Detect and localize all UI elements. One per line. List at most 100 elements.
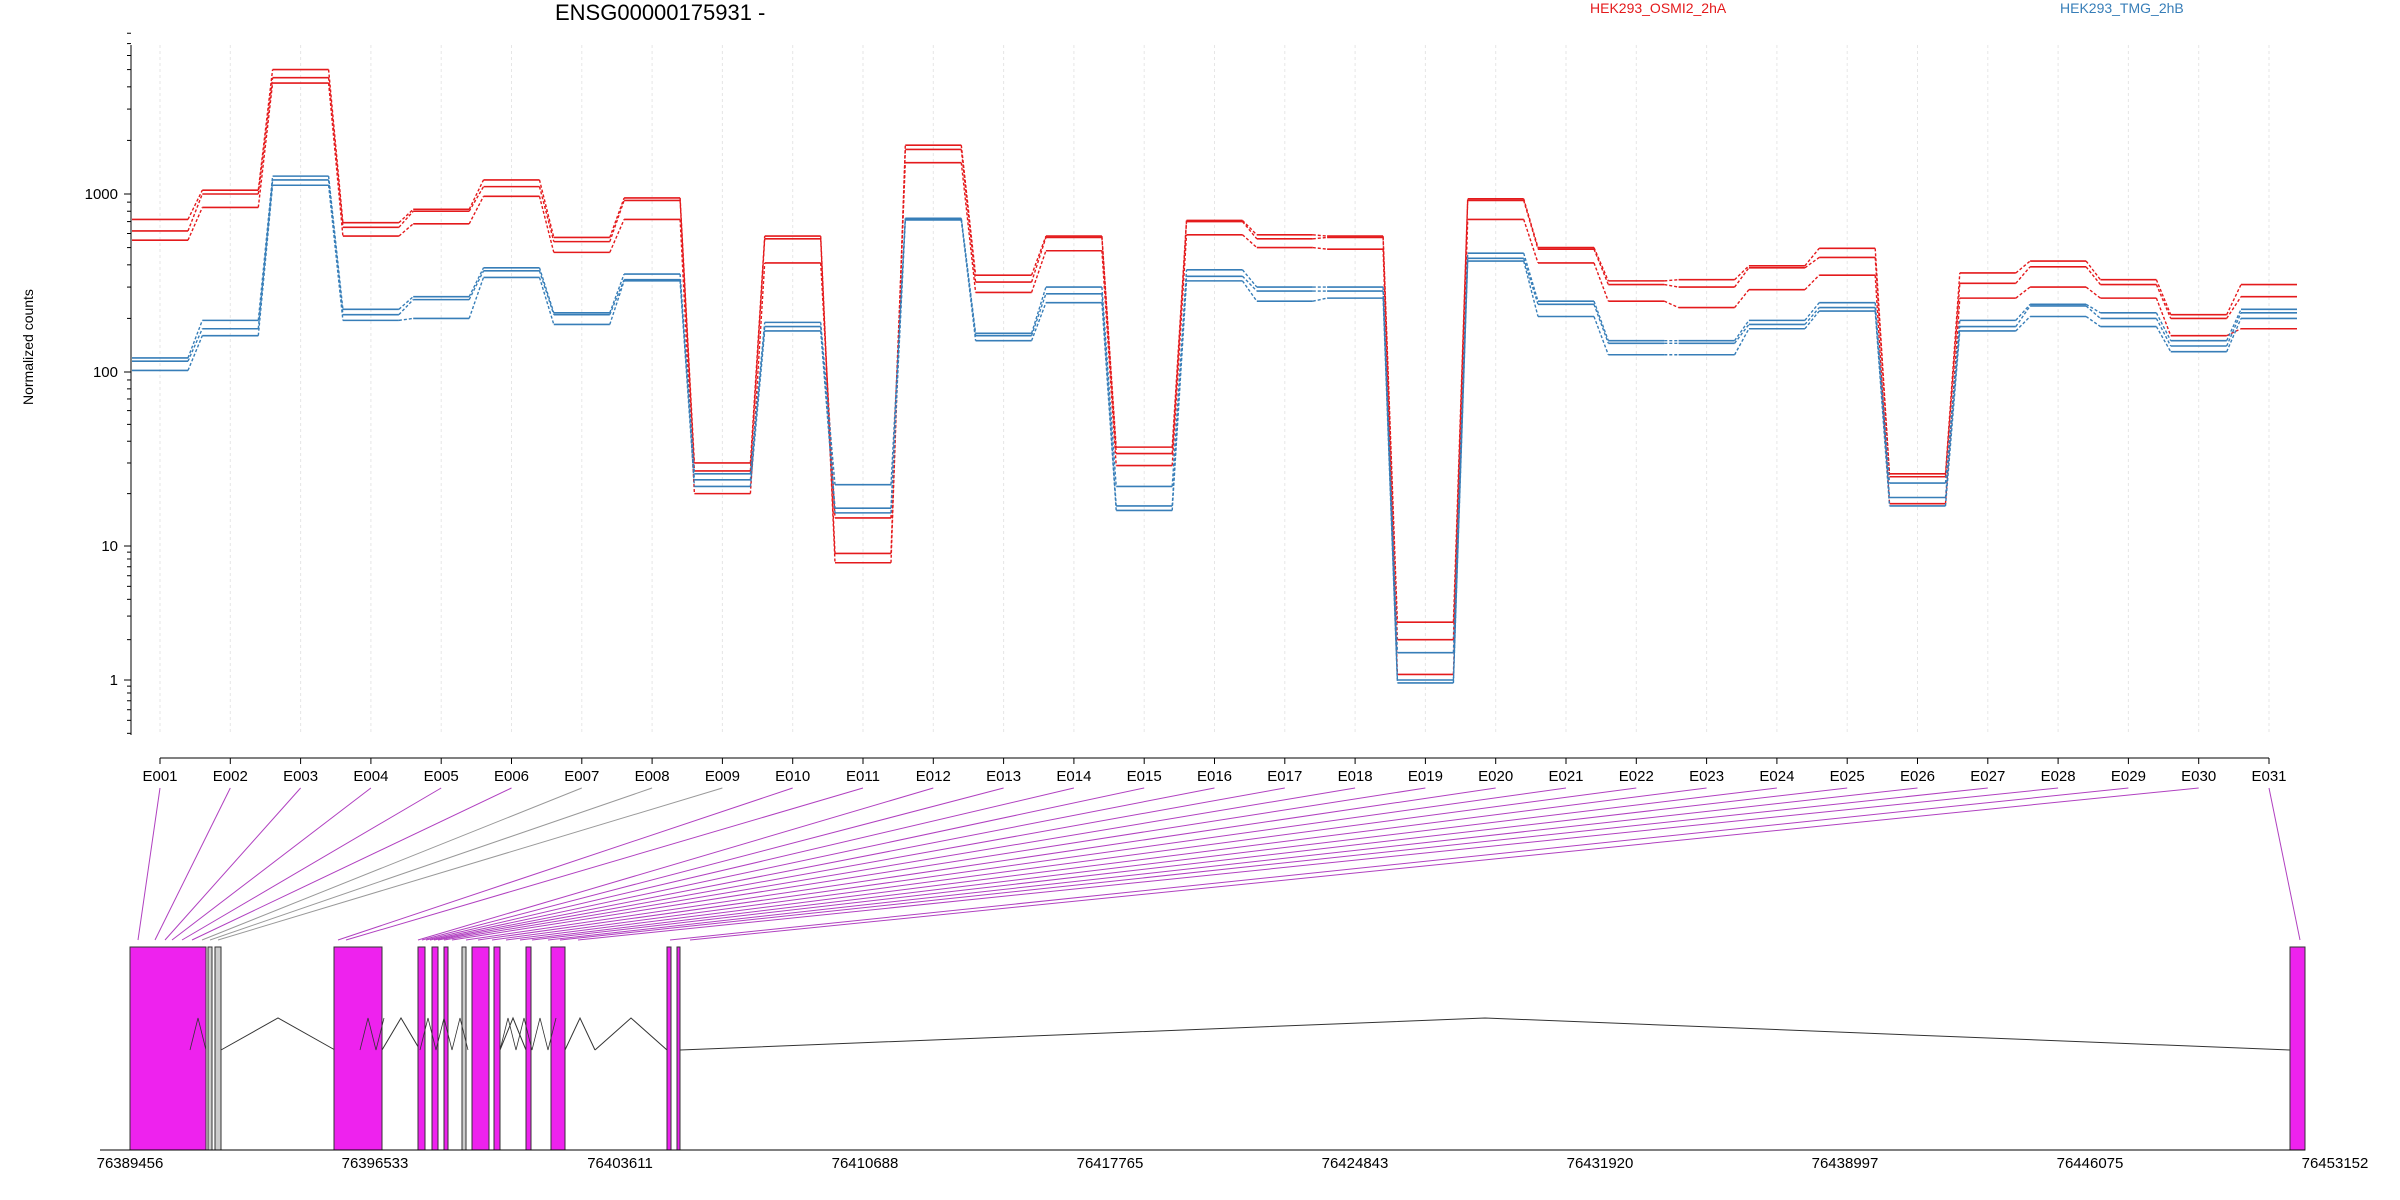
exon-link-E009 <box>217 787 723 941</box>
connector-series2 <box>398 210 414 228</box>
x-tick-label-E021: E021 <box>1548 768 1583 785</box>
connector-series1 <box>1944 272 1961 474</box>
connector-series6 <box>960 219 977 341</box>
intron-line <box>499 1017 557 1051</box>
connector-series4 <box>1241 269 1258 288</box>
connector-series6 <box>749 330 766 487</box>
x-tick-label-E003: E003 <box>283 768 318 785</box>
exon-link-E025 <box>531 787 1848 941</box>
exon-link-E006 <box>191 787 512 941</box>
connector-series2 <box>1171 221 1188 454</box>
connector-series6 <box>187 335 203 371</box>
intron-line <box>220 1017 336 1051</box>
connector-series4 <box>1734 319 1750 342</box>
connector-series3 <box>1382 249 1399 675</box>
connector-series6 <box>1523 260 1539 317</box>
connector-series3 <box>398 223 414 237</box>
connector-series1 <box>2226 284 2242 315</box>
connector-series2 <box>1664 283 1679 288</box>
y-tick-label: 1000 <box>85 186 118 203</box>
connector-series4 <box>538 267 555 314</box>
connector-series1 <box>1664 279 1679 282</box>
exon-link-E004 <box>171 787 372 941</box>
connector-series3 <box>1312 246 1328 250</box>
connector-series6 <box>1171 280 1188 511</box>
x-axis: E001 E002 E003 E004 E005 E006 E007 E008 E009 E010… <box>142 757 2287 785</box>
series-layer <box>132 68 2297 684</box>
exon-block <box>214 946 222 1151</box>
connector-series1 <box>1452 198 1469 623</box>
connector-series5 <box>2226 312 2242 347</box>
exon-link-E029 <box>669 787 2129 941</box>
connector-series2 <box>2085 266 2101 285</box>
connector-series4 <box>468 267 485 297</box>
exon-block <box>493 946 501 1151</box>
connector-series3 <box>1030 250 1047 293</box>
connector-series1 <box>2085 260 2101 281</box>
connector-series2 <box>257 77 274 195</box>
connector-series4 <box>2226 309 2242 341</box>
connector-series1 <box>468 179 485 210</box>
genomic-axis-label: 76417765 <box>1077 1155 1144 1172</box>
connector-series1 <box>1593 247 1609 282</box>
connector-series2 <box>2015 266 2031 284</box>
connector-series4 <box>1593 300 1609 341</box>
connector-series2 <box>820 238 836 563</box>
grid-layer <box>159 45 2270 735</box>
x-tick-label-E025: E025 <box>1830 768 1865 785</box>
x-tick-label-E024: E024 <box>1759 768 1794 785</box>
x-tick-label-E028: E028 <box>2041 768 2076 785</box>
connector-series6 <box>327 185 344 321</box>
connector-series1 <box>1242 219 1258 236</box>
exon-link-E017 <box>437 787 1285 941</box>
exon-block <box>333 946 383 1151</box>
connector-series1 <box>2015 260 2031 274</box>
exon-block <box>666 946 672 1151</box>
exon-block <box>129 946 207 1151</box>
genomic-axis-label: 76438997 <box>1812 1155 1879 1172</box>
exon-link-E012 <box>417 787 934 941</box>
connector-series3 <box>1101 250 1117 466</box>
connector-series2 <box>679 200 696 471</box>
connector-series2 <box>1382 237 1399 640</box>
connector-series1 <box>1171 220 1188 448</box>
connector-series1 <box>609 197 625 238</box>
intron-line <box>679 1017 2291 1051</box>
connector-series5 <box>2155 318 2172 347</box>
connector-series6 <box>1874 310 1891 506</box>
exon-link-E018 <box>443 787 1356 941</box>
exon-block <box>525 946 532 1151</box>
exon-link-E023 <box>505 787 1707 941</box>
exon-link-E027 <box>559 787 1988 941</box>
connector-series1 <box>1101 236 1117 448</box>
exon-link-E016 <box>433 787 1215 941</box>
connector-series3 <box>1523 219 1539 264</box>
x-tick-label-E019: E019 <box>1408 768 1443 785</box>
x-tick-label-E023: E023 <box>1689 768 1724 785</box>
exon-link-E001 <box>137 787 161 941</box>
connector-series2 <box>1874 257 1891 477</box>
exon-link-E015 <box>429 787 1145 941</box>
connector-series4 <box>1804 302 1820 321</box>
genomic-axis-label: 76424843 <box>1322 1155 1389 1172</box>
connector-series1 <box>257 69 274 191</box>
connector-series2 <box>1523 200 1539 250</box>
x-tick-label-E014: E014 <box>1056 768 1091 785</box>
exon-link-E024 <box>519 787 1777 941</box>
connector-series6 <box>609 280 625 325</box>
x-tick-label-E011: E011 <box>846 768 880 785</box>
connector-series2 <box>2155 284 2172 319</box>
exon-link-E002 <box>154 787 231 941</box>
genomic-axis-label: 76403611 <box>587 1155 653 1172</box>
connector-series3 <box>468 196 485 225</box>
connector-series6 <box>257 185 274 336</box>
connector-series2 <box>327 77 344 228</box>
connector-series3 <box>1804 274 1820 291</box>
connector-series3 <box>2015 286 2031 299</box>
connector-series2 <box>1312 236 1328 240</box>
connector-series1 <box>187 189 203 220</box>
exon-block <box>417 946 426 1151</box>
connector-series4 <box>2015 303 2031 321</box>
y-tick-label: 1 <box>110 672 118 689</box>
genomic-axis-label: 76396533 <box>342 1155 409 1172</box>
